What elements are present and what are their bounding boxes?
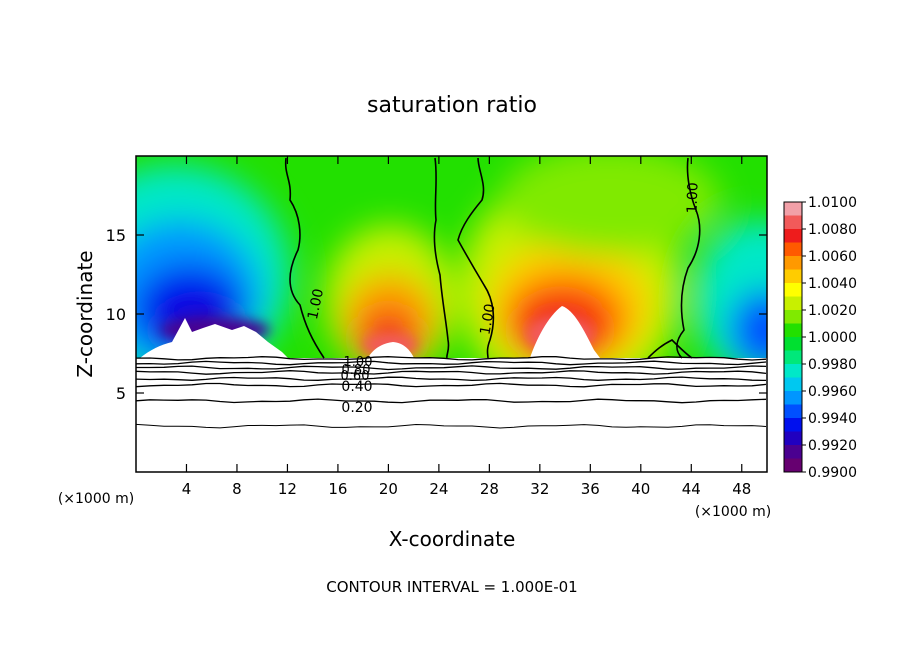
contour-1.00-d — [676, 157, 701, 359]
contour-label-1.00-c: 1.00 — [684, 182, 701, 214]
colorbar-segment — [784, 377, 802, 392]
contour-1.00-e — [647, 339, 693, 359]
contour-label-0.60: 0.60 — [341, 369, 370, 384]
lower-layer — [136, 358, 767, 472]
y-tick-label: 5 — [116, 384, 126, 403]
y-tick-label: 10 — [106, 305, 126, 324]
contour-label-0.80: 0.80 — [342, 363, 371, 378]
cloud-patch-center — [368, 342, 414, 358]
x-tick-label: 44 — [682, 480, 701, 498]
x-tick-label: 24 — [429, 480, 448, 498]
contour-label-1.00-a: 1.00 — [305, 287, 327, 321]
colorbar-label: 1.0000 — [808, 330, 857, 346]
contour-label-group: 1.00 1.00 1.00 1.00 0.80 0.60 0.40 0.20 — [305, 182, 702, 416]
contour-label-0.20: 0.20 — [341, 400, 372, 416]
colorbar-segment — [784, 296, 802, 311]
colorbar-segment — [784, 391, 802, 405]
lower-contour-line — [136, 356, 767, 361]
lower-contour-line — [136, 376, 767, 382]
y-axis: 5 10 15 — [106, 226, 767, 403]
colorbar-segment — [784, 445, 802, 459]
colorbar-segment — [784, 229, 802, 243]
plot-area: 1.00 1.00 1.00 1.00 0.80 0.60 0.40 0.20 — [136, 156, 767, 472]
x-tick-label: 28 — [480, 480, 499, 498]
colorbar-segment — [784, 337, 802, 351]
y-tick-label: 15 — [106, 226, 126, 245]
lower-contour-line — [136, 423, 767, 429]
y-axis-label: Z-coordinate — [73, 250, 97, 377]
lower-contour-line — [136, 398, 767, 404]
colorbar-segment — [784, 458, 802, 473]
colorbar-label: 0.9980 — [808, 357, 857, 373]
colorbar-segment — [784, 404, 802, 419]
lower-contour-line — [136, 370, 767, 375]
x-tick-label: 32 — [530, 480, 549, 498]
contour-label-1.00-d: 1.00 — [344, 355, 373, 370]
contour-1.00-c — [457, 157, 495, 359]
colorbar-segment — [784, 256, 802, 270]
x-tick-label: 40 — [631, 480, 650, 498]
colorbar-label: 1.0040 — [808, 276, 857, 292]
moist-region-upper-right — [500, 156, 720, 255]
colorbar-label: 0.9920 — [808, 438, 857, 454]
colorbar-segment — [784, 242, 802, 257]
colorbar-segment — [784, 350, 802, 365]
lower-contour-line — [136, 365, 767, 371]
contour-interval-footer: CONTOUR INTERVAL = 1.000E-01 — [326, 578, 577, 596]
colorbar-label: 1.0100 — [808, 195, 857, 211]
lower-contour-line — [136, 360, 767, 366]
colorbar-segment — [784, 310, 802, 324]
x-tick-label: 20 — [379, 480, 398, 498]
colorbar-segment — [784, 418, 802, 432]
x-axis: 4 8 12 16 20 24 28 32 36 40 44 48 — [182, 156, 751, 498]
colorbar: 1.0100 1.0080 1.0060 1.0040 1.0020 1.0000 0.99… — [783, 195, 857, 481]
x-tick-label: 16 — [328, 480, 347, 498]
colorbar-segment — [784, 323, 802, 338]
cloud-free-patch-left — [140, 318, 290, 360]
colorbar-label: 0.9940 — [808, 411, 857, 427]
colorbar-label: 1.0020 — [808, 303, 857, 319]
colorbar-segment — [784, 431, 802, 446]
colorbar-segment — [784, 364, 802, 378]
colorbar-segment — [784, 202, 802, 216]
x-tick-label: 4 — [182, 480, 192, 498]
contour-1.00-b — [433, 157, 450, 359]
contour-label-0.40: 0.40 — [341, 379, 372, 395]
x-tick-label: 36 — [581, 480, 600, 498]
x-tick-label: 48 — [732, 480, 751, 498]
x-tick-label: 8 — [232, 480, 242, 498]
x-axis-label: X-coordinate — [389, 527, 516, 551]
colorbar-label: 0.9960 — [808, 384, 857, 400]
x-tick-label: 12 — [278, 480, 297, 498]
lower-contour-line — [136, 382, 767, 388]
dry-region-right-core — [730, 290, 767, 370]
colorbar-segment — [784, 283, 802, 297]
colorbar-segment — [784, 215, 802, 230]
colorbar-segment — [784, 269, 802, 284]
chart-title: saturation ratio — [367, 93, 537, 118]
x-unit-left: (×1000 m) — [58, 491, 134, 507]
colorbar-label: 0.9900 — [808, 465, 857, 481]
colorbar-label: 1.0060 — [808, 249, 857, 265]
contour-1.00-a — [284, 157, 325, 359]
contour-label-1.00-b: 1.00 — [477, 303, 498, 336]
upper-contours — [284, 157, 701, 359]
cloud-patch-right — [530, 306, 600, 358]
x-unit-right: (×1000 m) — [695, 504, 771, 520]
lower-contours — [136, 356, 767, 429]
colorbar-label: 1.0080 — [808, 222, 857, 238]
